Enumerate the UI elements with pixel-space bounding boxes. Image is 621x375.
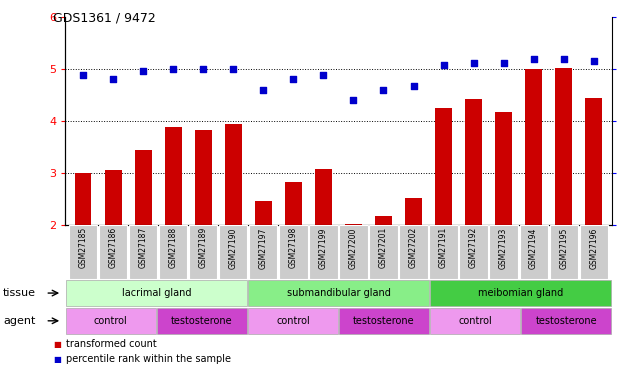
Bar (309, 225, 338, 279)
Bar (129, 225, 157, 279)
Bar (579, 225, 608, 279)
Bar (435, 108, 452, 225)
Bar (69, 225, 97, 279)
Text: GSM27188: GSM27188 (169, 227, 178, 268)
Point (168, 66, 178, 72)
Bar (105, 170, 122, 225)
Text: testosterone: testosterone (171, 316, 233, 326)
Text: tissue: tissue (3, 288, 36, 298)
Bar (345, 224, 361, 225)
Text: GSM27197: GSM27197 (259, 227, 268, 268)
Bar (430, 308, 520, 334)
Text: percentile rank within the sample: percentile rank within the sample (66, 354, 232, 364)
Text: meibomian gland: meibomian gland (478, 288, 563, 298)
Text: GSM27198: GSM27198 (289, 227, 298, 268)
Bar (279, 225, 307, 279)
Point (379, 87, 389, 93)
Point (559, 56, 569, 62)
Bar (157, 308, 247, 334)
Text: lacrimal gland: lacrimal gland (122, 288, 191, 298)
Text: GSM27201: GSM27201 (379, 227, 388, 268)
Bar (99, 225, 127, 279)
Text: testosterone: testosterone (353, 316, 415, 326)
Bar (315, 169, 332, 225)
Bar (255, 201, 271, 225)
Text: transformed count: transformed count (66, 339, 157, 349)
Bar (248, 308, 338, 334)
Bar (399, 225, 428, 279)
Bar (375, 216, 392, 225)
Bar (496, 112, 512, 225)
Bar (339, 308, 429, 334)
Text: GSM27190: GSM27190 (229, 227, 238, 268)
Point (438, 62, 448, 68)
Bar (249, 225, 278, 279)
Text: GSM27193: GSM27193 (499, 227, 508, 268)
Bar (285, 182, 302, 225)
Point (108, 76, 118, 82)
Point (499, 60, 509, 66)
Text: control: control (94, 316, 128, 326)
Text: GSM27192: GSM27192 (469, 227, 478, 268)
Bar (195, 130, 212, 225)
Text: GSM27186: GSM27186 (109, 227, 118, 268)
Point (288, 76, 298, 82)
Bar (586, 98, 602, 225)
Bar (75, 173, 91, 225)
Text: agent: agent (3, 316, 35, 326)
Text: GSM27200: GSM27200 (349, 227, 358, 268)
Point (198, 66, 208, 72)
Text: control: control (276, 316, 310, 326)
Text: GSM27202: GSM27202 (409, 227, 418, 268)
Bar (159, 225, 188, 279)
Bar (66, 280, 247, 306)
Point (589, 58, 599, 64)
Text: GDS1361 / 9472: GDS1361 / 9472 (53, 11, 155, 24)
Point (78, 72, 88, 78)
Text: GSM27191: GSM27191 (439, 227, 448, 268)
Bar (369, 225, 397, 279)
Bar (66, 308, 156, 334)
Text: ■: ■ (53, 355, 61, 364)
Bar (521, 308, 611, 334)
Bar (430, 225, 458, 279)
Bar (219, 225, 247, 279)
Bar (165, 127, 181, 225)
Text: GSM27196: GSM27196 (589, 227, 598, 268)
Text: control: control (458, 316, 492, 326)
Bar (465, 99, 482, 225)
Point (348, 97, 358, 103)
Bar (525, 69, 542, 225)
Text: ■: ■ (53, 340, 61, 349)
Text: GSM27195: GSM27195 (559, 227, 568, 268)
Bar (460, 225, 487, 279)
Point (138, 68, 148, 74)
Bar (550, 225, 578, 279)
Bar (406, 198, 422, 225)
Bar (489, 225, 518, 279)
Bar (520, 225, 548, 279)
Bar (225, 123, 242, 225)
Text: GSM27194: GSM27194 (529, 227, 538, 268)
Bar (339, 225, 368, 279)
Point (528, 56, 538, 62)
Bar (189, 225, 217, 279)
Point (319, 72, 329, 78)
Bar (430, 280, 611, 306)
Text: testosterone: testosterone (535, 316, 597, 326)
Text: GSM27199: GSM27199 (319, 227, 328, 268)
Bar (135, 150, 152, 225)
Point (258, 87, 268, 93)
Text: submandibular gland: submandibular gland (286, 288, 391, 298)
Bar (555, 68, 572, 225)
Text: GSM27189: GSM27189 (199, 227, 208, 268)
Text: GSM27185: GSM27185 (79, 227, 88, 268)
Text: GSM27187: GSM27187 (138, 227, 148, 268)
Point (409, 82, 419, 88)
Point (229, 66, 238, 72)
Point (469, 60, 479, 66)
Bar (248, 280, 429, 306)
